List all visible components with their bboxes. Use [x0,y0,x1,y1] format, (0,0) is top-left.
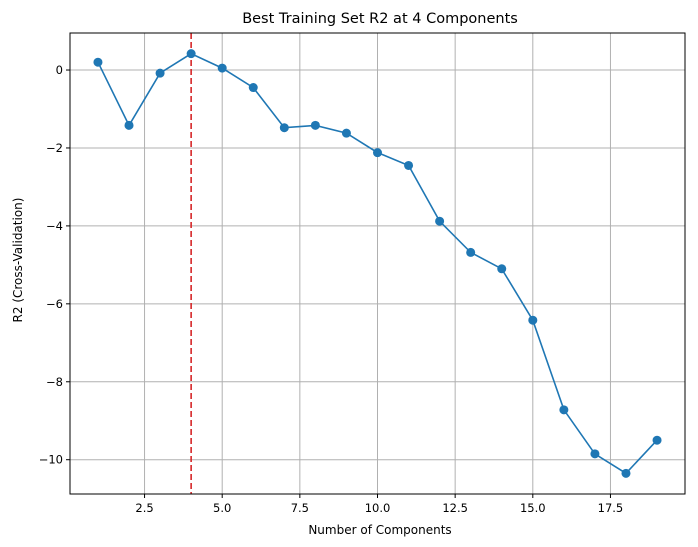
x-axis-ticks: 2.5 5.0 7.5 10.0 12.5 15.0 17.5 [135,494,623,515]
x-tick-label: 2.5 [135,501,153,515]
data-point [93,57,103,67]
data-point [186,49,196,59]
x-tick-label: 17.5 [598,501,624,515]
data-point [528,315,538,325]
data-point [248,83,258,93]
data-point [279,123,289,133]
y-tick-label: −6 [46,297,63,311]
data-point [559,405,569,415]
data-point [155,68,165,78]
data-point [497,264,507,274]
x-tick-label: 7.5 [291,501,309,515]
y-axis-ticks: 0 −2 −4 −6 −8 −10 [39,63,70,467]
data-point [621,468,631,478]
data-point [217,63,227,73]
data-point [310,120,320,130]
x-tick-label: 15.0 [520,501,546,515]
chart-title: Best Training Set R2 at 4 Components [242,11,518,27]
data-point [341,128,351,138]
x-tick-label: 10.0 [365,501,391,515]
y-axis-label: R2 (Cross-Validation) [11,198,25,323]
y-tick-label: −8 [46,375,63,389]
y-tick-label: −10 [39,453,63,467]
x-tick-label: 5.0 [213,501,231,515]
data-point [404,160,414,170]
y-tick-label: 0 [56,63,63,77]
data-point [466,247,476,257]
data-point [590,449,600,459]
series-layer [93,49,662,478]
data-point [652,435,662,445]
x-tick-label: 12.5 [442,501,468,515]
data-point [373,148,382,158]
y-tick-label: −2 [46,141,63,155]
y-tick-label: −4 [46,219,63,233]
data-point [435,216,445,226]
grid-lines [70,33,685,494]
data-point [124,120,134,130]
x-axis-label: Number of Components [308,523,451,537]
